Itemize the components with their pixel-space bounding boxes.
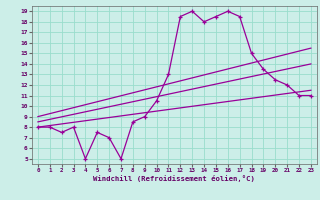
X-axis label: Windchill (Refroidissement éolien,°C): Windchill (Refroidissement éolien,°C)	[93, 175, 255, 182]
